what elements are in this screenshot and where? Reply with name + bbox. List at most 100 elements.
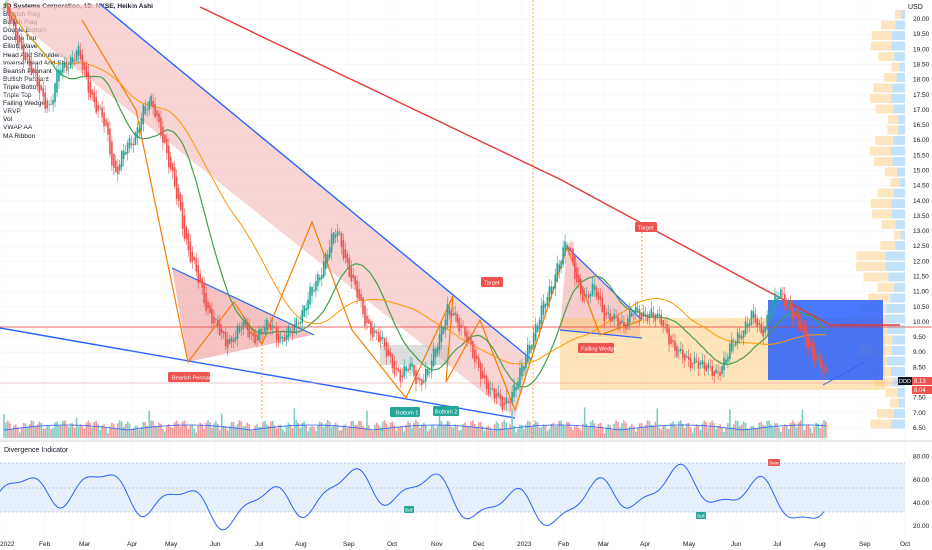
candle-body [207,301,209,309]
candle-body [782,293,784,295]
volume-bar [821,423,823,438]
candle-body [346,253,349,263]
candle-body [621,320,623,324]
indicator-item[interactable]: Elliott Wave [3,43,38,51]
volume-bar [338,430,341,438]
profile-bar-buy [895,241,905,250]
candle-body [632,314,635,316]
volume-bar [299,428,302,438]
candle-body [772,300,774,316]
time-tick-label: Feb [39,541,51,548]
volume-bar [105,427,107,438]
volume-bar [189,425,192,438]
volume-bar [381,421,384,438]
candle-body [409,363,411,370]
candle-body [740,336,743,339]
candle-body [356,280,358,298]
volume-bar [244,425,247,438]
candle-body [334,234,337,238]
volume-bar [680,420,682,438]
profile-bar-sell [870,146,892,156]
candle-body [311,287,313,296]
volume-bar [446,420,449,438]
time-tick-label: May [683,541,696,548]
price-axis[interactable]: 20.00 19.50 19.00 18.50 18.00 17.50 17.00 16.50… [913,16,930,432]
volume-bar [67,427,70,438]
candle-body [132,144,135,146]
time-tick-label: 2023 [517,541,532,548]
volume-bar [81,426,84,438]
volume-bar [662,426,664,438]
volume-bar [248,424,251,438]
candle-body [491,388,494,390]
price-tick-label: 11.00 [913,289,929,296]
indicator-item[interactable]: VRVP [3,108,21,116]
candle-body [193,256,196,260]
candle-body [266,319,268,330]
volume-bar [805,425,808,438]
volume-bar [578,427,580,438]
volume-bar [285,425,288,438]
volume-bar [642,426,645,438]
candle-body [809,342,812,346]
volume-bar [344,424,347,438]
indicator-item[interactable]: Falling Wedge [3,100,46,108]
indicator-item[interactable]: Head And Shoulders [3,51,64,59]
profile-bar-buy [896,167,905,177]
volume-bar [744,422,747,438]
candle-body [71,57,74,63]
candle-body [497,392,500,396]
candle-body [26,56,29,58]
volume-bar [48,426,50,438]
volume-bar [279,424,282,438]
currency-label: USD [908,4,923,11]
volume-bar [103,424,105,438]
candle-body [20,40,23,50]
volume-bar [713,423,715,438]
time-axis[interactable]: 2022 Feb Mar Apr May Jun Jul Aug Sep Oct Nov Dec 202… [0,541,910,548]
candle-body [169,156,172,170]
bottom2-tag: Bottom 2 [433,406,459,416]
indicator-item[interactable]: Vol [3,116,13,124]
volume-bar [330,427,333,438]
volume-bar [683,427,686,438]
volume-bar [393,425,396,438]
volume-bar [240,421,243,438]
volume-bar [597,423,600,438]
volume-bar [442,425,445,438]
volume-bar [475,426,478,438]
volume-bar [387,427,390,438]
volume-bar [689,427,692,438]
volume-bar [340,430,343,438]
price-callout: $9 [858,342,874,358]
candle-body [778,296,780,300]
indicator-item[interactable]: Inverse Head And Shoulders [3,59,87,67]
indicator-item[interactable]: Triple Bottom [3,83,42,91]
candle-body [791,306,794,320]
indicator-item[interactable]: Bearish Pennant [3,67,52,75]
candle-body [756,318,759,328]
price-tick-label: 19.50 [913,31,930,38]
volume-bar [558,420,560,438]
candle-body [554,274,557,289]
volume-bar [576,425,578,438]
candle-body [315,281,317,291]
candle-body [513,384,515,398]
candle-body [715,369,717,374]
indicator-item[interactable]: MA Ribbon [3,132,36,140]
candle-body [105,119,107,126]
candle-body [417,377,419,380]
candle-body [401,375,404,378]
candle-body [593,285,596,290]
volume-bar [750,425,753,438]
candle-body [503,403,506,405]
indicator-item[interactable]: Triple Top [3,92,32,100]
indicator-item[interactable]: VWAP AA [3,124,33,132]
volume-bar [823,420,825,438]
volume-bar [481,426,484,438]
candle-body [652,312,655,318]
indicator-item[interactable]: Bullish Pennant [3,75,49,83]
candle-body [558,264,560,273]
volume-bar [813,426,816,438]
